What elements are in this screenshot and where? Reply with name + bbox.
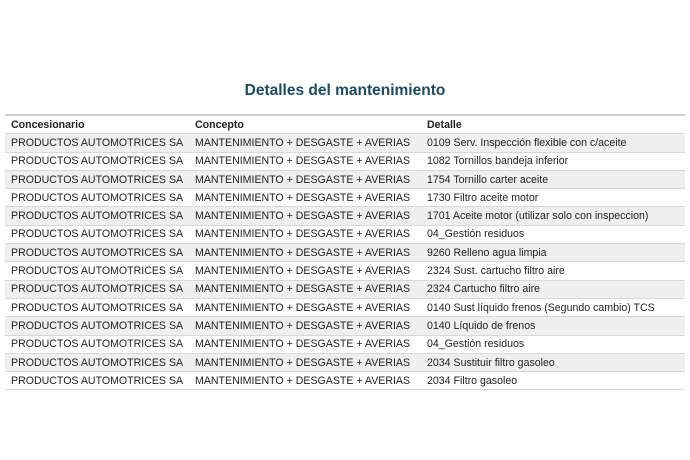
- header-detalle: Detalle: [421, 114, 685, 135]
- cell-concesionario: PRODUCTOS AUTOMOTRICES SA: [5, 353, 189, 373]
- cell-concesionario: PRODUCTOS AUTOMOTRICES SA: [5, 152, 189, 171]
- cell-detalle: 0109 Serv. Inspección flexible con c/ace…: [421, 133, 685, 153]
- cell-detalle: 2324 Sust. cartucho filtro aire: [421, 261, 685, 281]
- cell-detalle: 2324 Cartucho filtro aire: [421, 280, 685, 299]
- table-row: PRODUCTOS AUTOMOTRICES SA MANTENIMIENTO +…: [5, 335, 685, 354]
- table-row: PRODUCTOS AUTOMOTRICES SA MANTENIMIENTO +…: [5, 353, 685, 373]
- cell-concepto: MANTENIMIENTO + DESGASTE + AVERIAS: [189, 298, 421, 318]
- maintenance-table: Concesionario Concepto Detalle PRODUCTOS…: [5, 114, 685, 391]
- table-row: PRODUCTOS AUTOMOTRICES SA MANTENIMIENTO +…: [5, 133, 685, 153]
- cell-concepto: MANTENIMIENTO + DESGASTE + AVERIAS: [189, 316, 421, 336]
- table-row: PRODUCTOS AUTOMOTRICES SA MANTENIMIENTO +…: [5, 316, 685, 336]
- table-row: PRODUCTOS AUTOMOTRICES SA MANTENIMIENTO +…: [5, 225, 685, 245]
- table-row: PRODUCTOS AUTOMOTRICES SA MANTENIMIENTO +…: [5, 280, 685, 299]
- cell-concepto: MANTENIMIENTO + DESGASTE + AVERIAS: [189, 335, 421, 354]
- cell-concesionario: PRODUCTOS AUTOMOTRICES SA: [5, 335, 189, 354]
- cell-detalle: 0140 Líquido de frenos: [421, 316, 685, 336]
- cell-concesionario: PRODUCTOS AUTOMOTRICES SA: [5, 206, 189, 226]
- table-row: PRODUCTOS AUTOMOTRICES SA MANTENIMIENTO +…: [5, 243, 685, 263]
- table-row: PRODUCTOS AUTOMOTRICES SA MANTENIMIENTO +…: [5, 188, 685, 208]
- cell-detalle: 1754 Tornillo carter aceite: [421, 170, 685, 190]
- cell-detalle: 9260 Relleno agua limpia: [421, 243, 685, 263]
- cell-detalle: 1701 Aceite motor (utilizar solo con ins…: [421, 206, 685, 226]
- header-concepto: Concepto: [189, 114, 421, 135]
- cell-concepto: MANTENIMIENTO + DESGASTE + AVERIAS: [189, 280, 421, 299]
- cell-concepto: MANTENIMIENTO + DESGASTE + AVERIAS: [189, 261, 421, 281]
- table-row: PRODUCTOS AUTOMOTRICES SA MANTENIMIENTO +…: [5, 152, 685, 171]
- cell-detalle: 04_Gestión residuos: [421, 225, 685, 245]
- cell-concesionario: PRODUCTOS AUTOMOTRICES SA: [5, 298, 189, 318]
- cell-detalle: 1082 Tornillos bandeja inferior: [421, 152, 685, 171]
- cell-concesionario: PRODUCTOS AUTOMOTRICES SA: [5, 170, 189, 190]
- cell-concepto: MANTENIMIENTO + DESGASTE + AVERIAS: [189, 371, 421, 391]
- table-row: PRODUCTOS AUTOMOTRICES SA MANTENIMIENTO +…: [5, 261, 685, 281]
- cell-concesionario: PRODUCTOS AUTOMOTRICES SA: [5, 188, 189, 208]
- cell-concesionario: PRODUCTOS AUTOMOTRICES SA: [5, 133, 189, 153]
- cell-detalle: 1730 Filtro aceite motor: [421, 188, 685, 208]
- cell-concepto: MANTENIMIENTO + DESGASTE + AVERIAS: [189, 353, 421, 373]
- cell-concesionario: PRODUCTOS AUTOMOTRICES SA: [5, 225, 189, 245]
- table-row: PRODUCTOS AUTOMOTRICES SA MANTENIMIENTO +…: [5, 170, 685, 190]
- page-title: Detalles del mantenimiento: [244, 82, 446, 99]
- table-header-row: Concesionario Concepto Detalle: [5, 114, 685, 135]
- cell-concesionario: PRODUCTOS AUTOMOTRICES SA: [5, 316, 189, 336]
- table-row: PRODUCTOS AUTOMOTRICES SA MANTENIMIENTO +…: [5, 298, 685, 318]
- cell-detalle: 2034 Filtro gasoleo: [421, 371, 685, 391]
- cell-detalle: 0140 Sust líquido frenos (Segundo cambio…: [421, 298, 685, 318]
- cell-concesionario: PRODUCTOS AUTOMOTRICES SA: [5, 371, 189, 391]
- cell-concepto: MANTENIMIENTO + DESGASTE + AVERIAS: [189, 170, 421, 190]
- cell-detalle: 2034 Sustituir filtro gasoleo: [421, 353, 685, 373]
- cell-concepto: MANTENIMIENTO + DESGASTE + AVERIAS: [189, 188, 421, 208]
- cell-detalle: 04_Gestión residuos: [421, 335, 685, 354]
- cell-concepto: MANTENIMIENTO + DESGASTE + AVERIAS: [189, 243, 421, 263]
- cell-concepto: MANTENIMIENTO + DESGASTE + AVERIAS: [189, 225, 421, 245]
- header-concesionario: Concesionario: [5, 114, 189, 135]
- table-row: PRODUCTOS AUTOMOTRICES SA MANTENIMIENTO +…: [5, 206, 685, 226]
- table-row: PRODUCTOS AUTOMOTRICES SA MANTENIMIENTO +…: [5, 371, 685, 391]
- cell-concepto: MANTENIMIENTO + DESGASTE + AVERIAS: [189, 206, 421, 226]
- cell-concesionario: PRODUCTOS AUTOMOTRICES SA: [5, 280, 189, 299]
- cell-concepto: MANTENIMIENTO + DESGASTE + AVERIAS: [189, 133, 421, 153]
- cell-concepto: MANTENIMIENTO + DESGASTE + AVERIAS: [189, 152, 421, 171]
- cell-concesionario: PRODUCTOS AUTOMOTRICES SA: [5, 243, 189, 263]
- cell-concesionario: PRODUCTOS AUTOMOTRICES SA: [5, 261, 189, 281]
